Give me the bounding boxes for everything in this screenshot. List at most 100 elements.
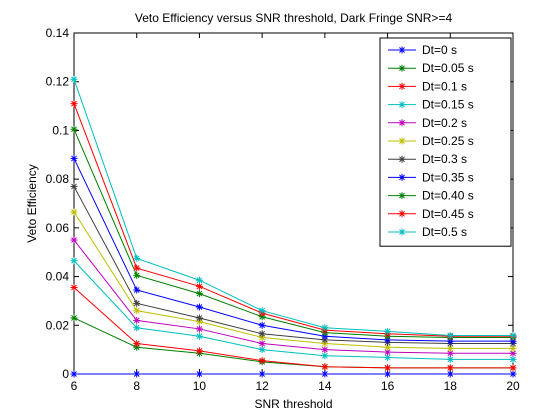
legend-marker xyxy=(398,228,406,236)
axis-ticks: 6 8 10 12 14 16 18 20 0 0.02 0.04 0.06 0.08 0.1 0.12 0.… xyxy=(46,26,520,393)
x-tick-label: 20 xyxy=(506,379,520,393)
data-point xyxy=(509,355,517,363)
data-point xyxy=(446,332,454,340)
series-line xyxy=(73,103,513,337)
data-point xyxy=(195,303,203,311)
x-tick-label: 8 xyxy=(133,379,140,393)
series-line xyxy=(73,79,513,337)
data-point xyxy=(70,284,78,292)
legend-label: Dt=0.40 s xyxy=(422,189,474,203)
legend-item: Dt=0.1 s xyxy=(388,79,467,93)
x-tick-label: 14 xyxy=(318,379,332,393)
data-point xyxy=(258,370,266,378)
data-point xyxy=(133,324,141,332)
data-point xyxy=(133,316,141,324)
legend-marker xyxy=(398,192,406,200)
data-point xyxy=(195,314,203,322)
series-line xyxy=(73,239,513,354)
data-point xyxy=(70,208,78,216)
data-point xyxy=(70,75,78,83)
data-point xyxy=(133,370,141,378)
data-point xyxy=(384,343,392,351)
legend-label: Dt=0.45 s xyxy=(422,207,474,221)
x-tick-label: 12 xyxy=(255,379,269,393)
y-tick-label: 0.06 xyxy=(46,221,70,235)
y-tick-label: 0.14 xyxy=(46,26,70,40)
y-tick-label: 0 xyxy=(62,367,69,381)
legend-marker xyxy=(398,119,406,127)
data-point xyxy=(70,236,78,244)
series-line xyxy=(73,287,513,369)
legend-label: Dt=0.3 s xyxy=(422,152,467,166)
legend-label: Dt=0.1 s xyxy=(422,79,467,93)
data-point xyxy=(133,254,141,262)
legend-item: Dt=0.25 s xyxy=(388,134,474,148)
data-point xyxy=(70,257,78,265)
series-1 xyxy=(70,370,517,378)
data-point xyxy=(321,363,329,371)
data-point xyxy=(258,330,266,338)
legend-item: Dt=0.05 s xyxy=(388,61,474,75)
data-point xyxy=(133,340,141,348)
data-point xyxy=(321,324,329,332)
legend-marker xyxy=(398,46,406,54)
x-axis-label: SNR threshold xyxy=(254,397,332,411)
data-point xyxy=(195,282,203,290)
data-point xyxy=(70,125,78,133)
y-tick-label: 0.1 xyxy=(52,123,69,137)
y-tick-label: 0.12 xyxy=(46,75,70,89)
legend-item: Dt=0 s xyxy=(388,43,457,57)
data-point xyxy=(321,370,329,378)
data-point xyxy=(195,332,203,340)
y-tick-label: 0.04 xyxy=(46,270,70,284)
x-tick-label: 10 xyxy=(193,379,207,393)
data-point xyxy=(133,271,141,279)
data-point xyxy=(384,364,392,372)
series-line xyxy=(73,158,513,342)
data-point xyxy=(258,346,266,354)
legend-label: Dt=0.15 s xyxy=(422,98,474,112)
data-point xyxy=(133,264,141,272)
legend-item: Dt=0.35 s xyxy=(388,170,474,184)
y-tick-label: 0.08 xyxy=(46,172,70,186)
x-tick-label: 18 xyxy=(444,379,458,393)
data-point xyxy=(258,340,266,348)
legend-item: Dt=0.3 s xyxy=(388,152,467,166)
data-point xyxy=(321,352,329,360)
data-point xyxy=(70,370,78,378)
data-point xyxy=(195,347,203,355)
x-tick-label: 16 xyxy=(381,379,395,393)
y-tick-label: 0.02 xyxy=(46,318,70,332)
legend-label: Dt=0.05 s xyxy=(422,61,474,75)
data-point xyxy=(446,355,454,363)
legend-label: Dt=0.2 s xyxy=(422,116,467,130)
data-point xyxy=(195,290,203,298)
legend-label: Dt=0.35 s xyxy=(422,170,474,184)
chart-title: Veto Efficiency versus SNR threshold, Da… xyxy=(135,11,453,25)
series-line xyxy=(73,211,513,349)
data-point xyxy=(195,276,203,284)
data-point xyxy=(195,370,203,378)
data-point xyxy=(70,100,78,108)
data-point xyxy=(133,299,141,307)
legend-item: Dt=0.2 s xyxy=(388,116,467,130)
legend-marker xyxy=(398,155,406,163)
data-point xyxy=(446,364,454,372)
series-line xyxy=(73,186,513,345)
data-point xyxy=(321,346,329,354)
data-point xyxy=(446,370,454,378)
series-3 xyxy=(70,284,517,372)
legend-item: Dt=0.40 s xyxy=(388,189,474,203)
data-point xyxy=(384,370,392,378)
legend-item: Dt=0.15 s xyxy=(388,98,474,112)
series-line xyxy=(73,129,513,338)
series-5 xyxy=(70,236,517,357)
legend-marker xyxy=(398,137,406,145)
y-axis-label: Veto Efficiency xyxy=(25,164,39,243)
series-layer xyxy=(70,75,517,378)
data-point xyxy=(509,332,517,340)
x-tick-label: 6 xyxy=(71,379,78,393)
legend-marker xyxy=(398,82,406,90)
legend-marker xyxy=(398,173,406,181)
